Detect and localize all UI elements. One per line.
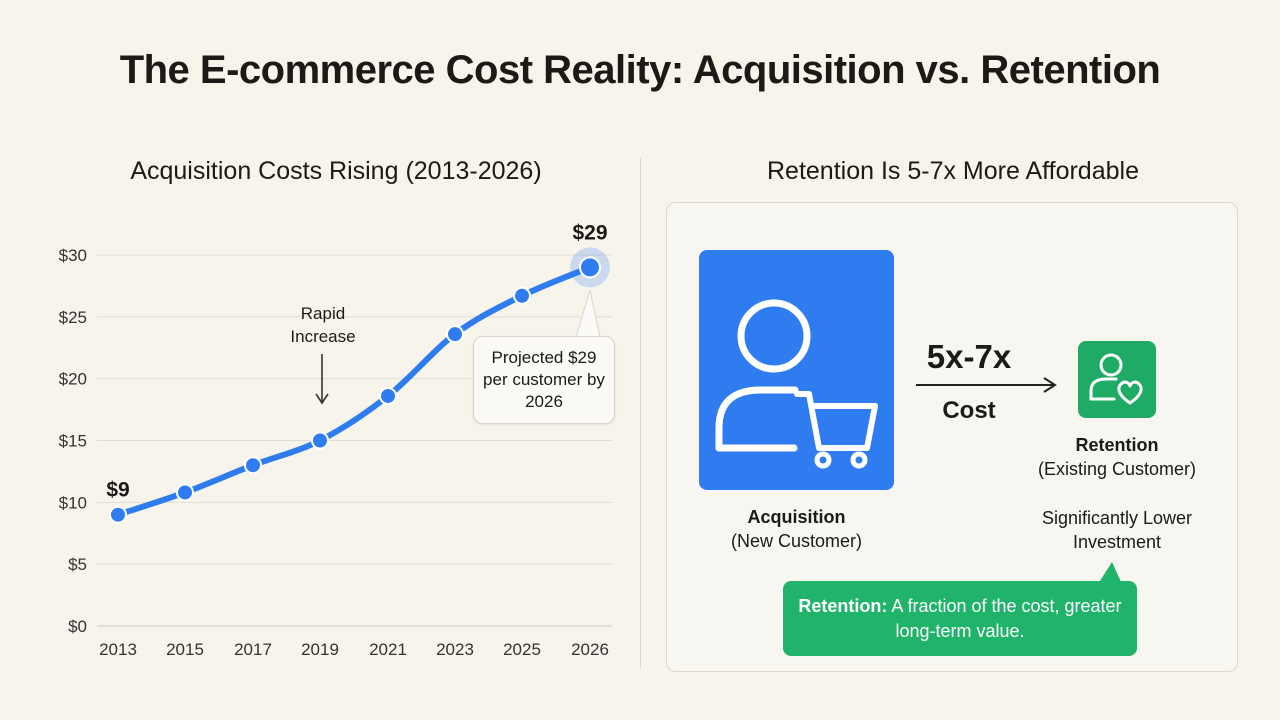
retention-card	[1078, 341, 1156, 418]
x-tick-label: 2015	[166, 640, 204, 659]
cost-ratio: 5x-7x	[926, 338, 1012, 375]
y-tick-label: $5	[68, 555, 87, 574]
x-tick-label: 2025	[503, 640, 541, 659]
x-tick-label: 2021	[369, 640, 407, 659]
acquisition-label-block: Acquisition (New Customer)	[699, 505, 894, 553]
page-title: The E-commerce Cost Reality: Acquisition…	[119, 48, 1161, 92]
user-heart-icon	[1089, 353, 1143, 405]
data-point	[244, 456, 262, 475]
acquisition-card	[699, 250, 894, 490]
x-tick-label: 2023	[436, 640, 474, 659]
callout-pointer	[575, 289, 601, 338]
investment-note-line2: Investment	[1072, 532, 1162, 552]
investment-note-line1: Significantly Lower	[1041, 508, 1193, 528]
retention-label: Retention	[1075, 435, 1159, 455]
user-cart-icon	[715, 299, 878, 469]
y-tick-label: $0	[68, 617, 87, 636]
data-point	[446, 325, 464, 344]
acquisition-label: Acquisition	[747, 507, 846, 527]
x-tick-label: 2013	[99, 640, 137, 659]
y-tick-label: $10	[59, 493, 87, 512]
investment-note: Significantly Lower Investment	[1010, 506, 1224, 554]
comparison-heading: Retention Is 5-7x More Affordable	[767, 157, 1139, 185]
acquisition-cost-chart: $0 $5 $10 $15 $20 $25 $30 2013 2015 2017 2019 2021…	[59, 221, 612, 659]
retention-sublabel: (Existing Customer)	[1037, 459, 1197, 479]
chart-grid	[97, 254, 612, 627]
data-point	[109, 505, 127, 524]
data-label: $9	[106, 479, 129, 502]
data-point	[176, 483, 194, 502]
y-axis-ticks: $0 $5 $10 $15 $20 $25 $30	[59, 246, 87, 636]
y-tick-label: $25	[59, 308, 87, 327]
data-label: $29	[572, 221, 607, 244]
x-tick-label: 2026	[571, 640, 609, 659]
y-tick-label: $30	[59, 246, 87, 265]
data-point	[579, 256, 601, 279]
arrow-right-icon	[916, 377, 1057, 393]
summary-body: A fraction of the cost, greater long-ter…	[887, 595, 1122, 641]
retention-summary: Retention: A fraction of the cost, great…	[783, 581, 1137, 656]
cost-label: Cost	[942, 397, 996, 424]
summary-bold: Retention:	[798, 595, 888, 616]
acquisition-sublabel: (New Customer)	[730, 531, 863, 551]
data-points	[109, 247, 610, 524]
y-tick-label: $20	[59, 370, 87, 389]
x-tick-label: 2017	[234, 640, 272, 659]
section-divider	[640, 158, 641, 668]
series-line-layer	[115, 264, 593, 518]
retention-label-block: Retention (Existing Customer)	[1010, 433, 1224, 481]
arrow-down-icon	[315, 354, 329, 405]
chart-heading: Acquisition Costs Rising (2013-2026)	[130, 157, 542, 185]
retention-summary-text: Retention: A fraction of the cost, great…	[797, 594, 1123, 644]
x-axis-ticks: 2013 2015 2017 2019 2021 2023 2025 2026	[99, 640, 609, 659]
rapid-increase-annotation: Rapid Increase	[290, 304, 356, 346]
data-labels: $9 $29	[106, 221, 607, 501]
summary-pointer	[1098, 562, 1122, 584]
projection-callout: Projected $29 per customer by 2026	[473, 336, 615, 424]
x-tick-label: 2019	[301, 640, 339, 659]
data-point	[513, 286, 531, 305]
series-line	[115, 264, 593, 518]
y-tick-label: $15	[59, 432, 87, 451]
data-point	[311, 431, 329, 450]
data-point	[379, 386, 397, 405]
